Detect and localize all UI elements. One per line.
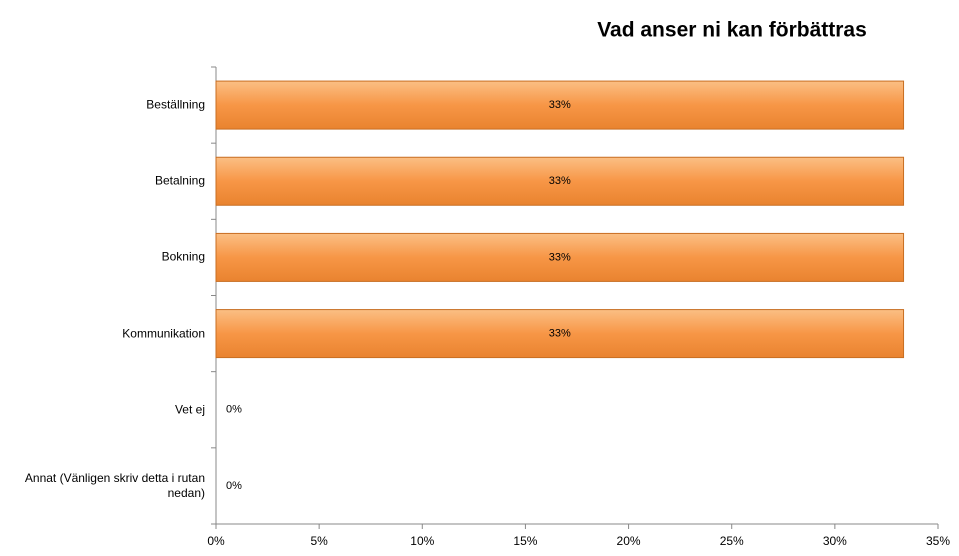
- chart-title: Vad anser ni kan förbättras: [597, 19, 867, 42]
- y-tick-label: Kommunikation: [122, 326, 205, 341]
- x-tick-label: 30%: [823, 534, 847, 548]
- y-tick-label: Annat (Vänligen skriv detta i rutan neda…: [24, 470, 205, 500]
- bar: [215, 156, 905, 206]
- data-label: 33%: [549, 175, 571, 187]
- x-tick-label: 20%: [617, 534, 641, 548]
- x-tick-label: 5%: [310, 534, 328, 548]
- x-tick-label: 0%: [207, 534, 225, 548]
- y-tick-label: Beställning: [146, 97, 205, 112]
- data-label: 33%: [549, 327, 571, 339]
- y-tick-label: Bokning: [161, 249, 205, 264]
- y-tick-label: Vet ej: [174, 402, 205, 417]
- x-tick-label: 35%: [926, 534, 950, 548]
- y-tick-label: Betalning: [154, 173, 205, 188]
- data-label: 33%: [549, 251, 571, 263]
- bar: [215, 309, 905, 359]
- x-tick-label: 10%: [410, 534, 434, 548]
- data-label: 0%: [226, 480, 242, 492]
- x-tick-label: 15%: [513, 534, 537, 548]
- data-label: 0%: [226, 404, 242, 416]
- bar: [215, 232, 905, 282]
- x-tick-label: 25%: [720, 534, 744, 548]
- data-label: 33%: [549, 99, 571, 111]
- bar: [215, 80, 905, 130]
